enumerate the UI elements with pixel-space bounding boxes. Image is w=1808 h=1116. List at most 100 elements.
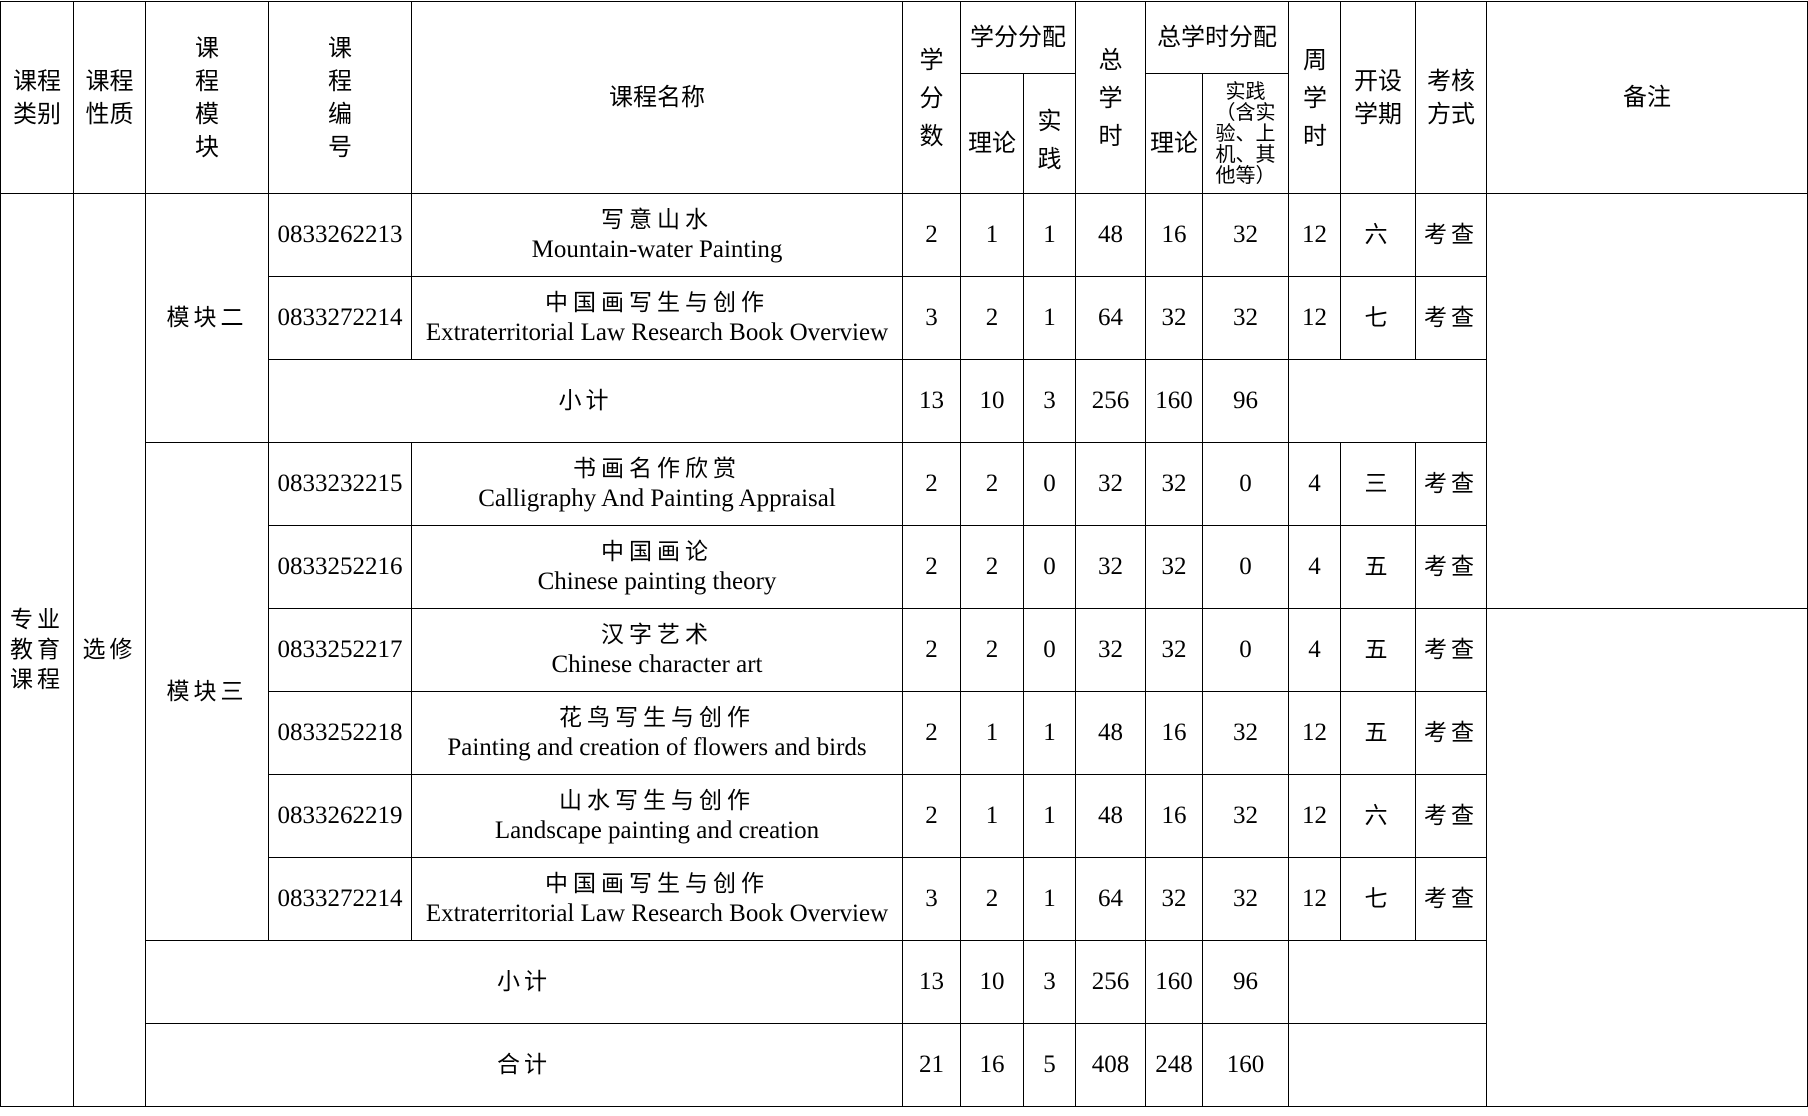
course-code: 0833272214 <box>268 857 412 941</box>
hours-practice-cell: 32 <box>1202 774 1289 858</box>
header-total-hours: 总学时 <box>1075 1 1146 194</box>
subtotal-label: 小计 <box>145 940 903 1024</box>
total-credits: 21 <box>902 1023 961 1107</box>
total-hours-cell: 32 <box>1075 442 1146 526</box>
module-cell: 模块三 <box>145 442 269 941</box>
course-name-en: Extraterritorial Law Research Book Overv… <box>425 900 889 927</box>
semester-cell: 五 <box>1340 691 1416 775</box>
nature-cell: 选修 <box>73 193 146 1107</box>
course-row: 0833262219 山水写生与创作 Landscape painting and … <box>1 774 1808 858</box>
subtotal-credits: 13 <box>902 940 961 1024</box>
subtotal-credit-practice: 3 <box>1023 940 1076 1024</box>
course-name-cn: 花鸟写生与创作 <box>559 705 755 730</box>
course-row: 0833252217 汉字艺术 Chinese character art 2 2 0 32… <box>1 608 1808 1107</box>
course-name-en: Chinese character art <box>551 651 763 678</box>
assessment-cell: 考查 <box>1415 525 1487 609</box>
category-cell: 专业教育课程 <box>0 193 74 1107</box>
header-credit-practice: 实践 <box>1023 73 1076 194</box>
subtotal-total-hours: 256 <box>1075 359 1146 443</box>
total-hours-cell: 48 <box>1075 774 1146 858</box>
course-name-cn: 中国画论 <box>601 539 713 564</box>
course-name-en: Calligraphy And Painting Appraisal <box>478 485 836 512</box>
hours-theory-cell: 32 <box>1145 608 1203 692</box>
course-name-cn: 写意山水 <box>601 207 713 232</box>
assessment-cell: 考查 <box>1415 857 1487 941</box>
course-name: 书画名作欣赏 Calligraphy And Painting Appraisal <box>411 442 903 526</box>
semester-cell: 五 <box>1340 608 1416 692</box>
subtotal-credit-theory: 10 <box>960 940 1024 1024</box>
credits-cell: 2 <box>902 193 961 277</box>
subtotal-credits: 13 <box>902 359 961 443</box>
credit-practice-cell: 1 <box>1023 276 1076 360</box>
hours-theory-cell: 32 <box>1145 525 1203 609</box>
total-hours-cell: 48 <box>1075 691 1146 775</box>
remarks-cell <box>1486 193 1808 609</box>
weekly-hours-cell: 12 <box>1288 193 1341 277</box>
header-credit-dist: 学分分配 <box>960 1 1076 74</box>
course-name: 中国画论 Chinese painting theory <box>411 525 903 609</box>
credit-theory-cell: 1 <box>960 774 1024 858</box>
course-code: 0833252216 <box>268 525 412 609</box>
total-hours-theory: 248 <box>1145 1023 1203 1107</box>
weekly-hours-cell: 4 <box>1288 442 1341 526</box>
hours-theory-cell: 32 <box>1145 442 1203 526</box>
credit-practice-cell: 1 <box>1023 691 1076 775</box>
subtotal-hours-theory: 160 <box>1145 359 1203 443</box>
hours-theory-cell: 16 <box>1145 691 1203 775</box>
weekly-hours-cell: 4 <box>1288 608 1341 692</box>
course-row: 专业教育课程 选修 模块二 0833262213 写意山水 Mountain-water … <box>0 193 1808 1107</box>
credits-cell: 3 <box>902 276 961 360</box>
hours-practice-cell: 32 <box>1202 276 1289 360</box>
course-name-en: Extraterritorial Law Research Book Overv… <box>425 319 889 346</box>
course-code: 0833262219 <box>268 774 412 858</box>
header-credits: 学分数 <box>902 1 961 194</box>
course-name-en: Landscape painting and creation <box>494 817 820 844</box>
header-hours-dist: 总学时分配 <box>1145 1 1289 74</box>
credit-theory-cell: 1 <box>960 691 1024 775</box>
course-name-en: Chinese painting theory <box>537 568 777 595</box>
credit-theory-cell: 2 <box>960 857 1024 941</box>
semester-cell: 六 <box>1340 774 1416 858</box>
subtotal-row: 小计 13 10 3 256 160 96 <box>1 359 1808 443</box>
credits-cell: 2 <box>902 691 961 775</box>
subtotal-label: 小计 <box>268 359 903 443</box>
header-semester: 开设学期 <box>1340 1 1416 194</box>
weekly-hours-cell: 12 <box>1288 276 1341 360</box>
credit-practice-cell: 1 <box>1023 774 1076 858</box>
semester-cell: 七 <box>1340 276 1416 360</box>
credit-theory-cell: 2 <box>960 442 1024 526</box>
assessment-cell: 考查 <box>1415 276 1487 360</box>
credits-cell: 2 <box>902 774 961 858</box>
subtotal-empty <box>1288 359 1487 443</box>
header-assessment: 考核方式 <box>1415 1 1487 194</box>
header-hours-theory: 理论 <box>1145 73 1203 194</box>
credit-theory-cell: 1 <box>960 193 1024 277</box>
header-hours-practice: 实践（含实验、上机、其他等） <box>1202 73 1289 194</box>
total-hours-cell: 48 <box>1075 193 1146 277</box>
course-name-cn: 山水写生与创作 <box>559 788 755 813</box>
credit-practice-cell: 0 <box>1023 525 1076 609</box>
header-name: 课程名称 <box>411 1 903 194</box>
total-credit-theory: 16 <box>960 1023 1024 1107</box>
semester-cell: 五 <box>1340 525 1416 609</box>
module-cell: 模块二 <box>145 193 269 443</box>
credit-theory-cell: 2 <box>960 525 1024 609</box>
subtotal-hours-practice: 96 <box>1202 359 1289 443</box>
weekly-hours-cell: 4 <box>1288 525 1341 609</box>
hours-practice-cell: 32 <box>1202 193 1289 277</box>
assessment-cell: 考查 <box>1415 774 1487 858</box>
total-hours-cell: 32 <box>1075 525 1146 609</box>
course-row: 0833272214 中国画写生与创作 Extraterritorial Law R… <box>1 857 1808 941</box>
hours-theory-cell: 32 <box>1145 857 1203 941</box>
total-empty <box>1288 1023 1487 1107</box>
assessment-cell: 考查 <box>1415 608 1487 692</box>
course-row: 0833272214 中国画写生与创作 Extraterritorial Law R… <box>1 276 1808 360</box>
subtotal-total-hours: 256 <box>1075 940 1146 1024</box>
header-category: 课程类别 <box>0 1 74 194</box>
course-name: 写意山水 Mountain-water Painting <box>411 193 903 277</box>
weekly-hours-cell: 12 <box>1288 857 1341 941</box>
course-name: 花鸟写生与创作 Painting and creation of flowers … <box>411 691 903 775</box>
course-name-cn: 中国画写生与创作 <box>545 871 769 896</box>
hours-practice-cell: 0 <box>1202 442 1289 526</box>
